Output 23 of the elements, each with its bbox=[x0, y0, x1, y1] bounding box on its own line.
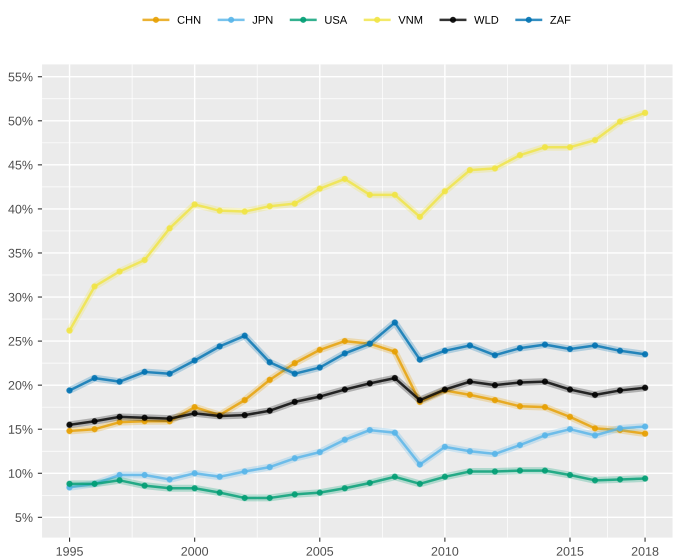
y-tick-label: 50% bbox=[8, 116, 33, 126]
legend-label: JPN bbox=[252, 16, 272, 24]
legend-label: WLD bbox=[474, 16, 498, 24]
y-tick-label: 25% bbox=[8, 336, 33, 346]
x-tick-label: 1995 bbox=[56, 546, 83, 556]
x-tick-label: 2005 bbox=[306, 546, 334, 556]
x-tick-label: 2000 bbox=[181, 546, 208, 556]
y-tick-label: 20% bbox=[8, 380, 33, 390]
legend-label: ZAF bbox=[550, 16, 570, 24]
y-tick-label: 45% bbox=[8, 160, 33, 170]
x-tick-label: 2015 bbox=[556, 546, 584, 556]
y-tick-label: 5% bbox=[15, 513, 33, 522]
y-tick-label: 30% bbox=[8, 292, 33, 302]
y-tick-label: 15% bbox=[8, 425, 33, 434]
x-tick-label: 2018 bbox=[632, 546, 658, 556]
legend-label: CHN bbox=[178, 16, 200, 24]
y-tick-label: 35% bbox=[8, 248, 33, 258]
y-tick-label: 55% bbox=[8, 72, 33, 82]
y-tick-label: 40% bbox=[8, 204, 33, 214]
legend-label: VNM bbox=[398, 16, 422, 24]
x-tick-label: 2010 bbox=[432, 546, 458, 556]
legend-label: USA bbox=[325, 16, 348, 24]
y-tick-label: 10% bbox=[8, 469, 33, 478]
